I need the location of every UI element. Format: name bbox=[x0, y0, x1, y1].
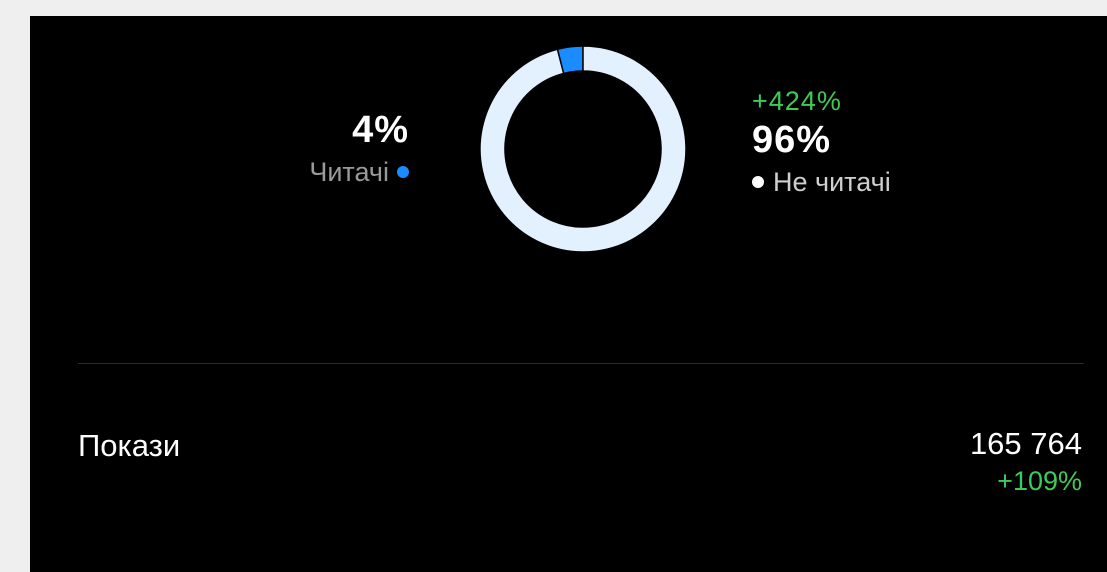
non-readers-legend: Не читачі bbox=[752, 162, 891, 202]
non-readers-summary: +424% 96% Не читачі bbox=[752, 84, 891, 202]
impressions-value: 165 764 bbox=[969, 426, 1082, 461]
impressions-values: 165 764 +109% bbox=[970, 424, 1082, 498]
readers-legend: Читачі bbox=[309, 154, 409, 190]
non-readers-label: Не читачі bbox=[773, 167, 891, 197]
non-readers-percent: 96% bbox=[752, 119, 832, 161]
section-divider bbox=[78, 363, 1084, 364]
readers-label: Читачі bbox=[309, 157, 389, 187]
non-readers-dot-icon bbox=[752, 176, 764, 188]
non-readers-slice bbox=[479, 45, 687, 253]
readers-percent: 4% bbox=[352, 109, 409, 151]
non-readers-change: +424% bbox=[752, 86, 842, 116]
stats-panel: 4% Читачі +424% 96% Не читачі Покази 165… bbox=[30, 16, 1107, 572]
impressions-label: Покази bbox=[78, 428, 181, 463]
impressions-change: +109% bbox=[997, 466, 1082, 496]
audience-donut-chart bbox=[479, 45, 687, 253]
readers-summary: 4% Читачі bbox=[309, 106, 409, 190]
readers-dot-icon bbox=[397, 166, 409, 178]
